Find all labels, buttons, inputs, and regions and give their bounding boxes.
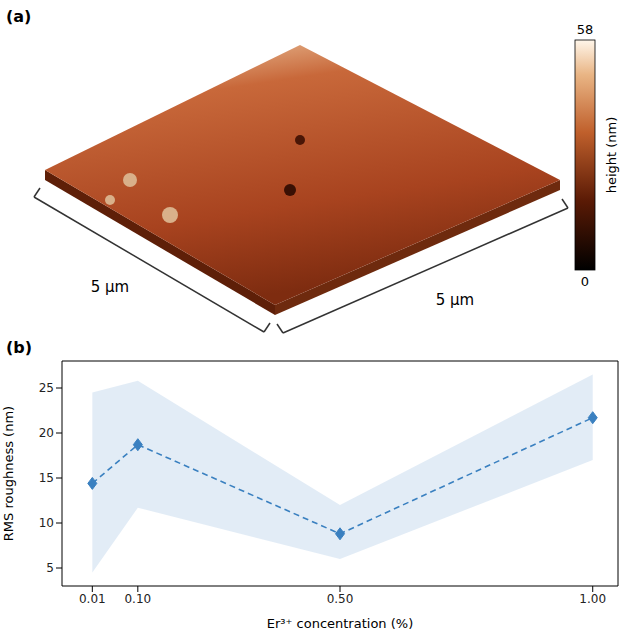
svg-text:0.50: 0.50 — [327, 592, 354, 606]
svg-text:(a): (a) — [6, 7, 31, 26]
svg-text:10: 10 — [39, 516, 54, 530]
svg-text:15: 15 — [39, 471, 54, 485]
svg-text:Er³⁺ concentration (%): Er³⁺ concentration (%) — [267, 616, 413, 631]
svg-text:58: 58 — [577, 22, 594, 37]
svg-text:25: 25 — [39, 381, 54, 395]
svg-text:20: 20 — [39, 426, 54, 440]
svg-text:height (nm): height (nm) — [604, 117, 619, 194]
svg-text:0.01: 0.01 — [79, 592, 106, 606]
svg-text:0.10: 0.10 — [124, 592, 151, 606]
svg-text:0: 0 — [581, 274, 589, 289]
svg-text:5 µm: 5 µm — [436, 291, 474, 309]
svg-text:1.00: 1.00 — [579, 592, 606, 606]
svg-text:5: 5 — [46, 561, 54, 575]
svg-text:5 µm: 5 µm — [91, 278, 129, 296]
svg-text:RMS roughness (nm): RMS roughness (nm) — [1, 406, 16, 541]
html-text:(b): (b) — [6, 338, 33, 357]
